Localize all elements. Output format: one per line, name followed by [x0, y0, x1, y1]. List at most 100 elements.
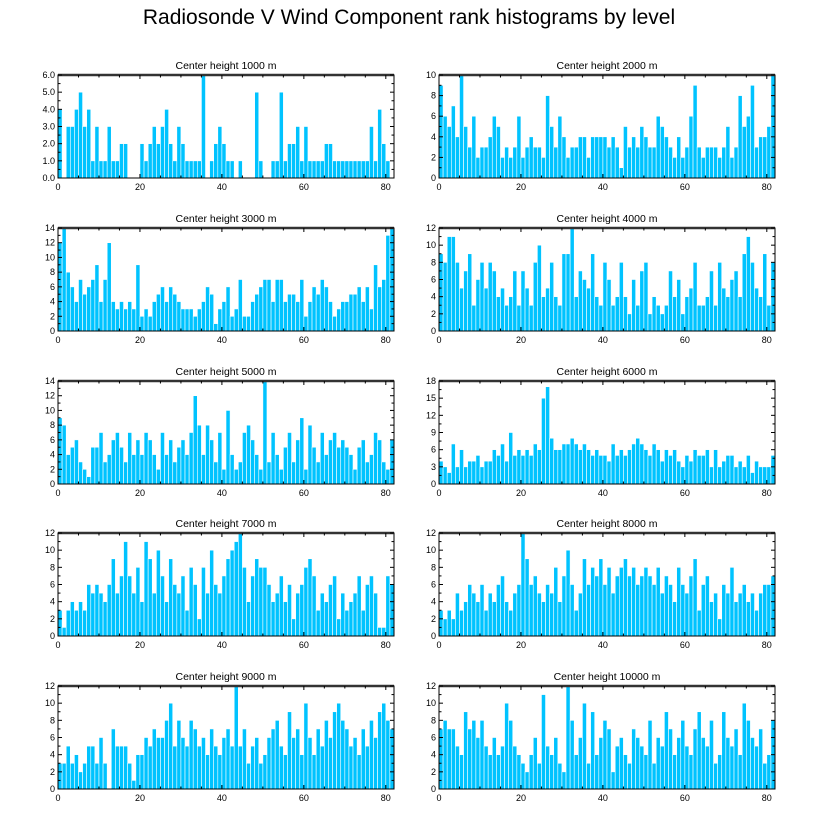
histogram-bar [590, 567, 596, 637]
histogram-bar [381, 461, 387, 485]
histogram-bar [131, 592, 137, 637]
panel-title: Center height 6000 m [557, 366, 658, 378]
histogram-bar [754, 146, 759, 179]
histogram-bar [487, 136, 493, 179]
histogram-bar [569, 720, 575, 790]
histogram-bar [705, 296, 710, 332]
y-tick-label: 18 [426, 376, 436, 386]
histogram-bar [262, 279, 268, 332]
histogram-bar [442, 466, 448, 485]
histogram-bar [442, 262, 448, 332]
histogram-bar [565, 253, 571, 332]
histogram-bar [721, 460, 727, 485]
histogram-bar [78, 601, 83, 637]
histogram-bar [471, 304, 477, 332]
histogram-bar [643, 754, 649, 790]
histogram-bar [160, 286, 165, 332]
histogram-bar [266, 279, 272, 332]
histogram-bar [479, 720, 485, 790]
histogram-bar [295, 439, 301, 485]
histogram-bar [463, 466, 468, 485]
histogram-bar [303, 468, 309, 485]
histogram-bar [168, 558, 174, 637]
x-tick-label: 0 [55, 793, 60, 803]
histogram-bar [102, 601, 108, 637]
histogram-bar [377, 109, 383, 179]
histogram-bar [373, 264, 378, 332]
histogram-bar [328, 737, 333, 790]
histogram-bar [643, 136, 649, 179]
y-tick-label: 14 [45, 223, 55, 233]
y-tick-label: 2 [50, 614, 55, 624]
histogram-bar [287, 584, 292, 637]
histogram-bar [319, 160, 325, 179]
y-tick-label: 15 [426, 393, 436, 403]
histogram-bar [328, 143, 333, 179]
histogram-bar [315, 609, 321, 637]
histogram-bar [135, 567, 141, 637]
histogram-bar [508, 157, 514, 179]
y-tick-label: 14 [45, 376, 55, 386]
histogram-bar [131, 308, 137, 332]
histogram-bar [635, 584, 641, 637]
histogram-bar [512, 146, 518, 179]
x-tick-label: 20 [135, 793, 145, 803]
histogram-bar [618, 449, 624, 485]
histogram-bar [344, 728, 350, 790]
histogram-bar [668, 584, 673, 637]
histogram-bar [246, 315, 251, 332]
histogram-bar [246, 424, 251, 485]
histogram-bar [340, 160, 346, 179]
histogram-bar [139, 143, 145, 179]
x-tick-label: 20 [135, 335, 145, 345]
histogram-bar [176, 446, 182, 485]
histogram-bar [86, 745, 92, 790]
histogram-bar [610, 443, 616, 485]
histogram-bar [676, 136, 682, 179]
y-tick-label: 0 [431, 631, 436, 641]
histogram-bar [553, 449, 559, 485]
histogram-bar [336, 446, 342, 485]
histogram-bar [373, 160, 378, 179]
histogram-bar [524, 146, 530, 179]
histogram-bar [528, 584, 534, 637]
histogram-bar [614, 455, 620, 485]
histogram-bar [557, 115, 563, 179]
histogram-bar [647, 575, 653, 637]
histogram-bar [106, 584, 112, 637]
histogram-bar [520, 455, 526, 485]
histogram-bar [184, 454, 190, 485]
histogram-bar [139, 454, 145, 485]
histogram-bar [692, 262, 698, 332]
histogram-bar [303, 702, 309, 790]
y-tick-label: 6 [431, 580, 436, 590]
histogram-bar [524, 771, 530, 790]
histogram-bar [262, 567, 268, 637]
histogram-bar [168, 286, 174, 332]
histogram-bar [266, 737, 272, 790]
histogram-bar [369, 720, 374, 790]
y-tick-label: 0.0 [42, 173, 55, 183]
histogram-bar [123, 308, 128, 332]
y-tick-label: 6.0 [42, 70, 55, 80]
histogram-bar [758, 296, 764, 332]
histogram-bar [700, 157, 706, 179]
panel-8: Center height 8000 m 0 2 4 6 8 10 12 0 20 40 60 80 [426, 518, 776, 650]
histogram-bar [61, 227, 67, 332]
histogram-bar [164, 601, 169, 637]
histogram-bar [545, 287, 550, 332]
histogram-bar [250, 745, 255, 790]
histogram-bar [573, 609, 579, 637]
histogram-bar [713, 304, 718, 332]
histogram-bar [213, 745, 219, 790]
histogram-bar [381, 279, 387, 332]
histogram-bar [184, 745, 190, 790]
histogram-bar [270, 728, 276, 790]
histogram-bar [315, 461, 321, 485]
histogram-bar [365, 584, 370, 637]
histogram-bar [123, 143, 128, 179]
histogram-bar [221, 143, 227, 179]
histogram-bar [356, 575, 362, 637]
histogram-bar [319, 592, 325, 637]
